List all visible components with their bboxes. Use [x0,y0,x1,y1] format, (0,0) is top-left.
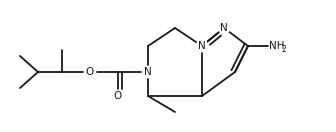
Text: N: N [198,41,206,51]
Text: NH: NH [269,41,285,51]
Text: 2: 2 [282,46,287,55]
Text: NH: NH [269,39,291,53]
Text: N: N [197,39,208,53]
Text: N: N [144,67,152,77]
Text: N: N [220,23,228,33]
Text: N: N [142,65,154,79]
Text: O: O [114,91,122,101]
Text: O: O [112,89,124,103]
Text: O: O [86,67,94,77]
Text: N: N [218,22,229,34]
Text: O: O [84,65,96,79]
